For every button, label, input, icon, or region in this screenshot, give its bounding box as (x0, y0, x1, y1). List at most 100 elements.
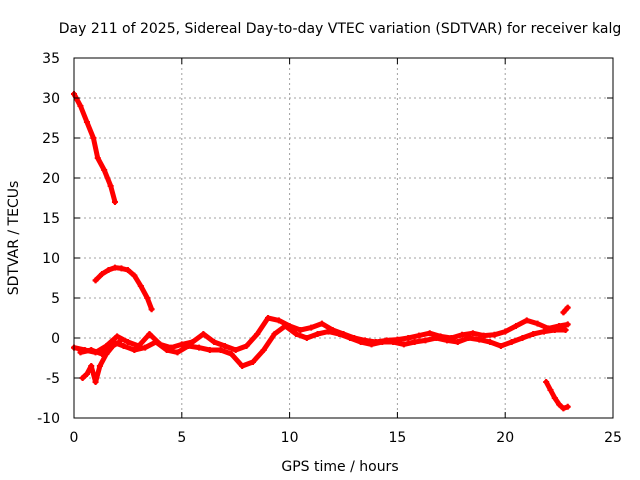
data-point (530, 331, 537, 337)
data-point (185, 343, 192, 349)
x-tick-label: 15 (388, 430, 406, 446)
series-hump-arc (92, 264, 155, 313)
data-point (534, 320, 541, 327)
y-tick-label: 0 (51, 331, 60, 347)
data-point (137, 283, 144, 289)
data-point (254, 331, 261, 337)
data-point (163, 347, 170, 353)
x-tick-label: 0 (70, 430, 79, 446)
data-point (111, 199, 118, 205)
data-point (124, 267, 131, 273)
data-point (111, 264, 118, 271)
data-point (426, 330, 433, 337)
data-point (83, 119, 90, 125)
data-point (502, 328, 509, 335)
data-point (560, 309, 567, 316)
data-point (508, 339, 515, 345)
series-band-lower (77, 323, 569, 369)
data-point (415, 332, 422, 339)
series-line (78, 323, 569, 369)
data-point (405, 335, 412, 341)
data-point (77, 349, 84, 356)
data-point (232, 347, 239, 353)
data-point (469, 330, 476, 337)
data-point (90, 135, 97, 141)
data-point (325, 328, 332, 335)
data-point (357, 339, 364, 345)
x-axis-label: GPS time / hours (281, 459, 398, 475)
data-point (131, 347, 138, 353)
data-point (101, 167, 108, 173)
data-point (562, 327, 569, 333)
data-point (94, 155, 101, 161)
data-point (83, 371, 90, 377)
data-point (454, 339, 461, 345)
data-point (543, 379, 550, 385)
data-point (196, 344, 203, 351)
data-point (99, 271, 106, 277)
data-point (79, 375, 86, 381)
data-point (271, 331, 278, 337)
data-point (77, 103, 84, 109)
y-tick-label: 15 (42, 211, 60, 227)
data-point (564, 321, 571, 328)
data-point (433, 335, 440, 341)
data-point (556, 401, 563, 408)
data-point (206, 347, 213, 353)
data-point (260, 347, 267, 353)
data-point (178, 341, 185, 348)
data-point (422, 337, 429, 344)
series-dip-arc (79, 339, 123, 385)
data-point (221, 343, 228, 349)
chart-title: Day 211 of 2025, Sidereal Day-to-day VTE… (59, 21, 621, 37)
data-point (303, 335, 310, 341)
data-point (465, 335, 472, 341)
data-point (96, 363, 103, 369)
x-tick-label: 25 (604, 430, 622, 446)
data-point (265, 315, 272, 321)
y-tick-label: 5 (51, 291, 60, 307)
data-point (293, 331, 300, 337)
data-point (318, 320, 325, 327)
data-point (390, 339, 397, 345)
data-point (551, 395, 558, 401)
series-line (71, 91, 118, 205)
data-point (142, 344, 149, 351)
data-point (400, 341, 407, 348)
y-tick-label: -5 (46, 371, 60, 387)
data-point (92, 379, 99, 385)
data-point (144, 295, 151, 301)
x-tick-label: 20 (496, 430, 514, 446)
data-point (551, 327, 558, 333)
data-point (512, 323, 519, 329)
data-point (547, 387, 554, 393)
data-point (116, 339, 123, 345)
data-point (105, 267, 112, 273)
series-descending-arc (71, 91, 118, 205)
data-point (308, 324, 315, 331)
data-point (217, 347, 224, 353)
data-point (88, 363, 95, 369)
data-point (114, 333, 121, 340)
y-tick-label: 20 (42, 171, 60, 187)
data-point (491, 331, 498, 338)
data-point (314, 331, 321, 337)
data-point (131, 272, 138, 279)
data-point (148, 306, 155, 313)
data-point (152, 339, 159, 345)
data-point (118, 265, 125, 272)
data-point (523, 317, 530, 324)
grid-lines (74, 58, 613, 418)
data-point (200, 331, 207, 337)
data-series-layer (71, 91, 571, 412)
data-point (275, 317, 282, 324)
x-tick-label: 10 (281, 430, 299, 446)
y-tick-label: -10 (37, 411, 60, 427)
data-point (107, 183, 114, 189)
data-point (243, 343, 250, 349)
data-point (88, 347, 95, 353)
data-point (109, 343, 116, 349)
data-point (297, 327, 304, 333)
y-tick-label: 10 (42, 251, 60, 267)
